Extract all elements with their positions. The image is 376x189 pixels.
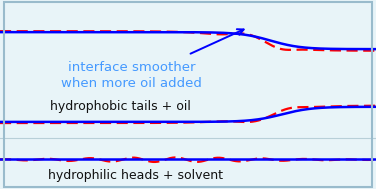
Text: hydrophilic heads + solvent: hydrophilic heads + solvent (48, 169, 223, 182)
Text: hydrophobic tails + oil: hydrophobic tails + oil (50, 100, 191, 113)
Text: interface smoother
when more oil added: interface smoother when more oil added (61, 61, 202, 90)
